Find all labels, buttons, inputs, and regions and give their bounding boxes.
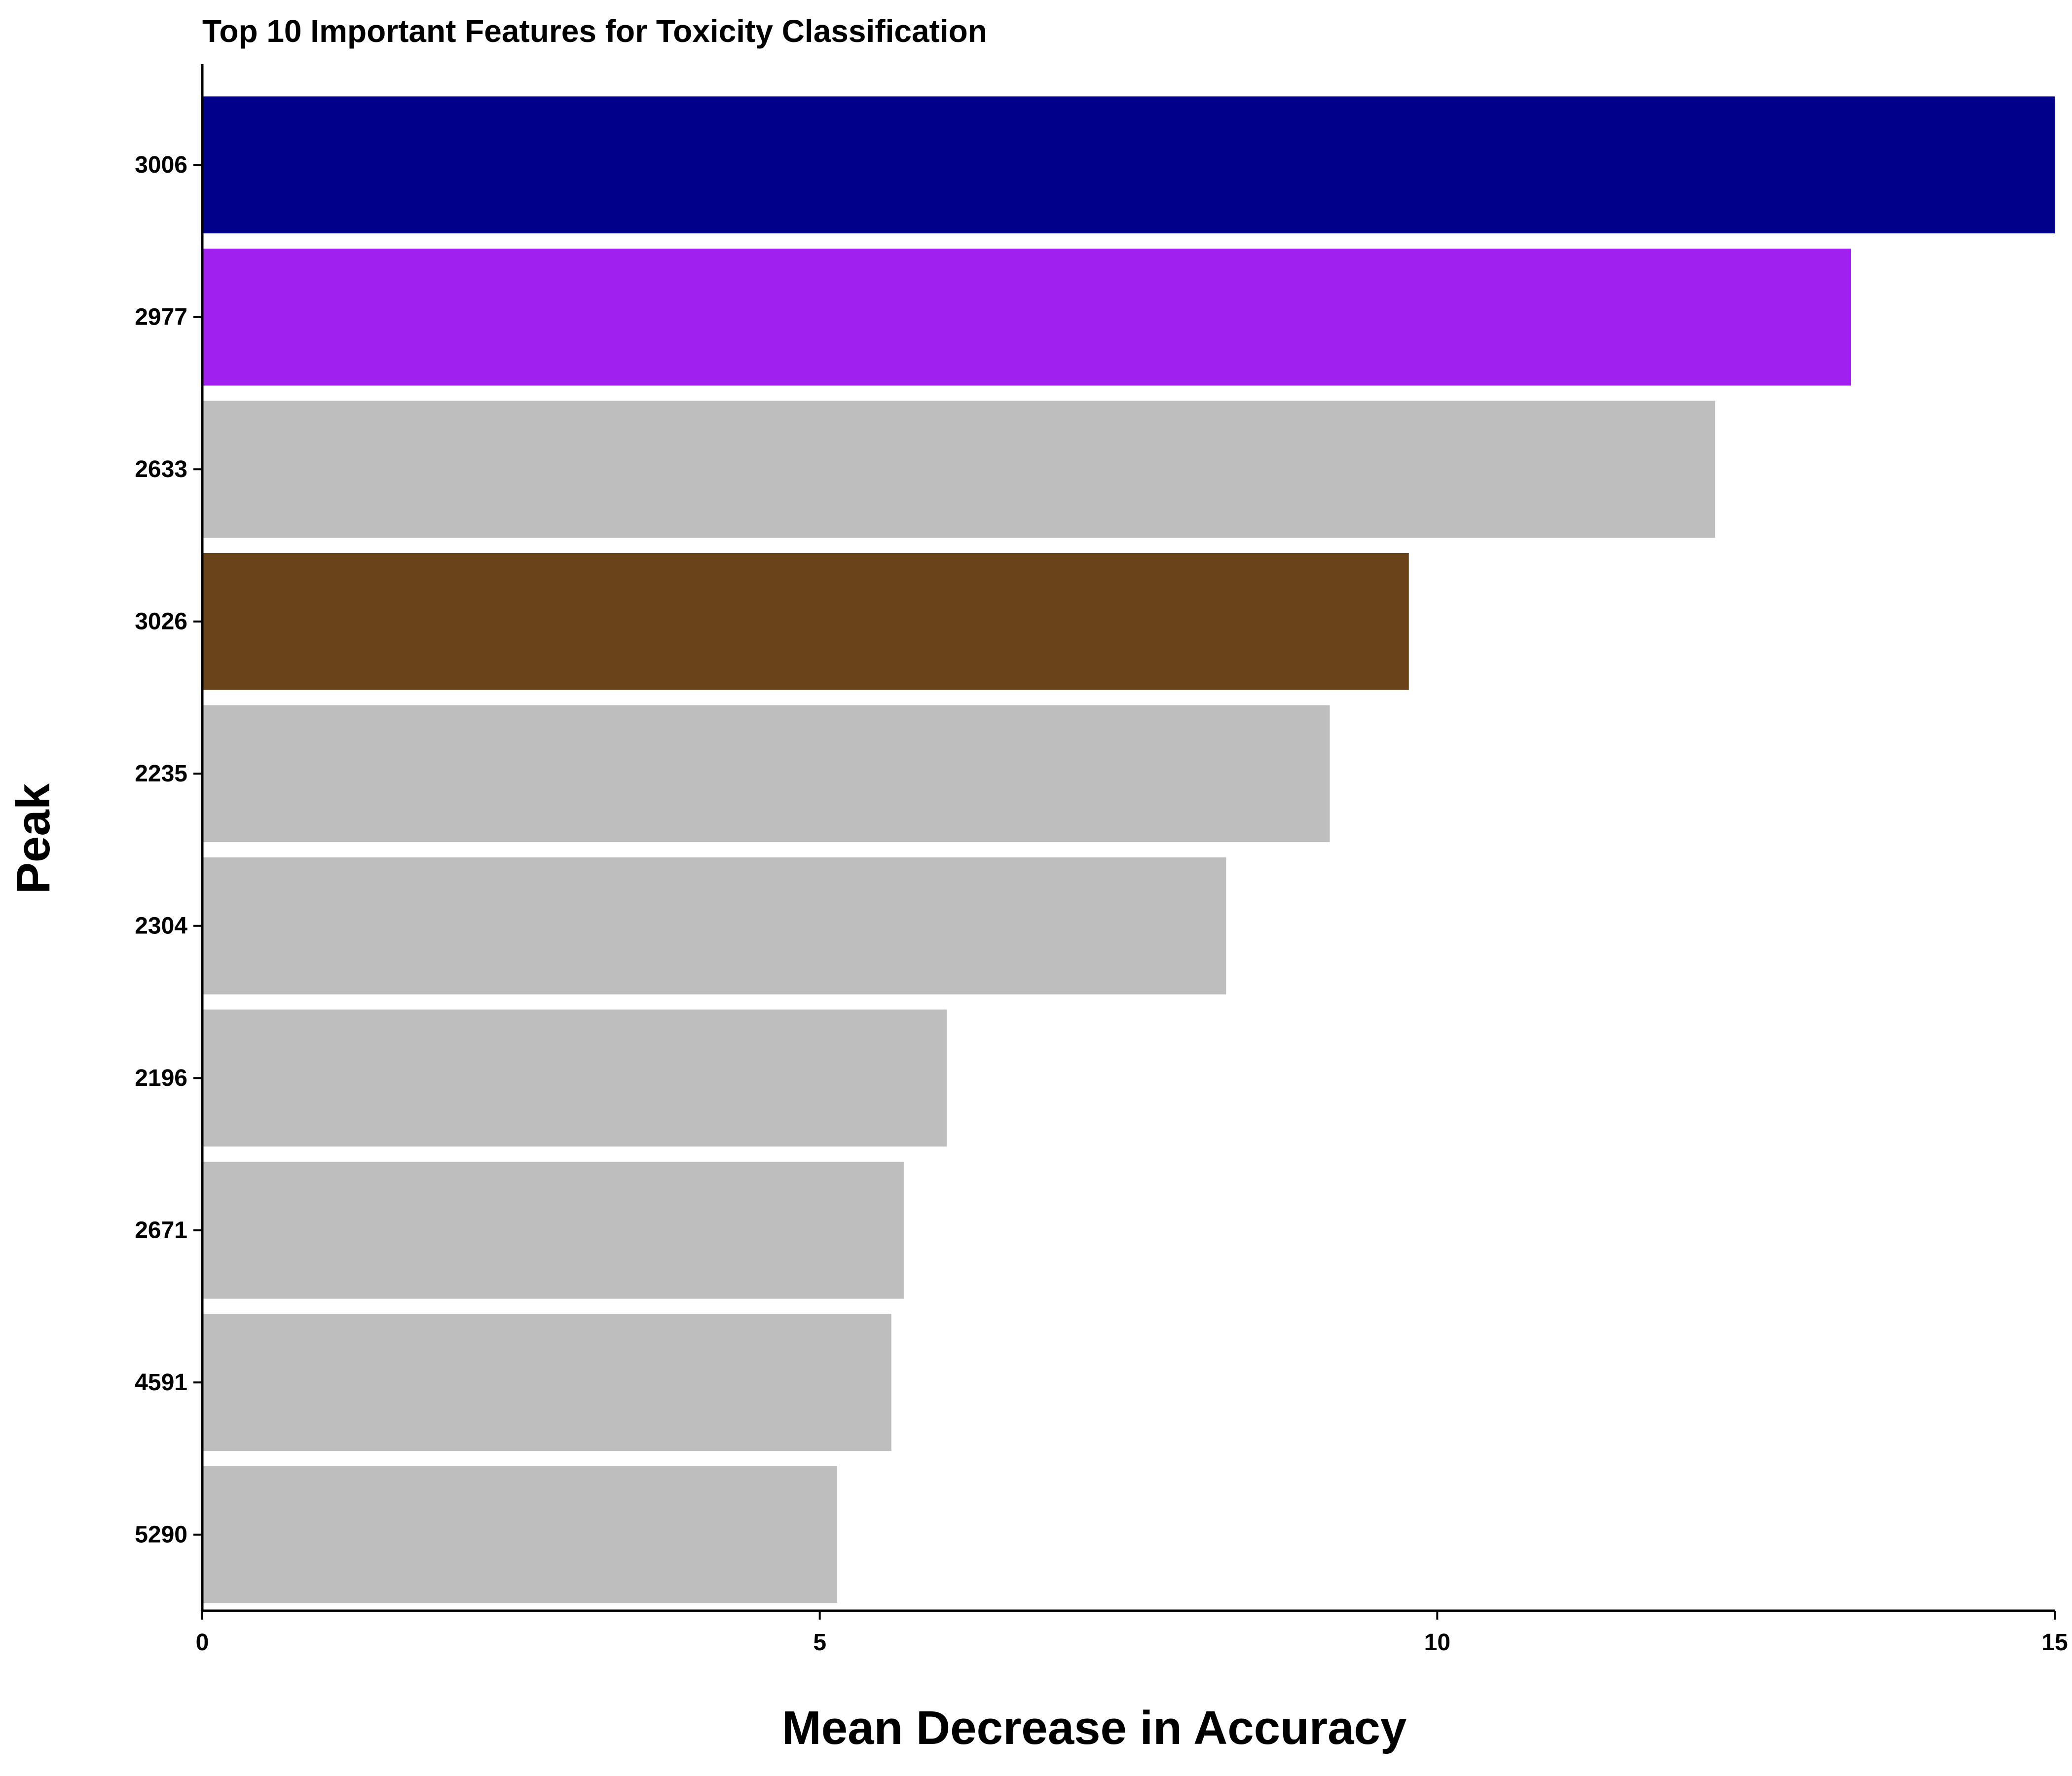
x-tick-label: 5 bbox=[813, 1629, 826, 1656]
chart-title: Top 10 Important Features for Toxicity C… bbox=[202, 13, 987, 49]
y-tick-label: 2977 bbox=[135, 304, 187, 330]
y-tick-label: 2196 bbox=[135, 1065, 187, 1091]
y-axis-title: Peak bbox=[7, 783, 60, 894]
bar-4591 bbox=[202, 1314, 891, 1451]
bar-3006 bbox=[202, 96, 2055, 234]
bar-2304 bbox=[202, 857, 1226, 995]
y-tick-label: 5290 bbox=[135, 1521, 187, 1548]
bar-2977 bbox=[202, 248, 1851, 386]
y-tick-label: 2235 bbox=[135, 761, 187, 787]
bar-2633 bbox=[202, 401, 1715, 538]
y-tick-label: 4591 bbox=[135, 1369, 187, 1396]
bar-3026 bbox=[202, 553, 1409, 690]
y-tick-label: 2633 bbox=[135, 456, 187, 482]
x-tick-label: 15 bbox=[2041, 1629, 2068, 1656]
y-tick-label: 2304 bbox=[135, 913, 187, 939]
y-axis-ticks: 3006 2977 2633 3026 2235 2304 2196 2671 4591 5290 bbox=[135, 152, 202, 1548]
x-axis-title: Mean Decrease in Accuracy bbox=[782, 1702, 1406, 1754]
y-tick-label: 3006 bbox=[135, 152, 187, 178]
bar-5290 bbox=[202, 1466, 837, 1603]
y-tick-label: 2671 bbox=[135, 1217, 187, 1243]
bar-2671 bbox=[202, 1161, 904, 1299]
bar-group bbox=[202, 96, 2055, 1603]
x-tick-label: 0 bbox=[196, 1629, 209, 1656]
x-tick-label: 10 bbox=[1424, 1629, 1450, 1656]
x-axis-ticks: 0 5 10 15 bbox=[196, 1611, 2068, 1656]
bar-2196 bbox=[202, 1009, 947, 1147]
y-tick-label: 3026 bbox=[135, 608, 187, 634]
bar-2235 bbox=[202, 705, 1330, 843]
